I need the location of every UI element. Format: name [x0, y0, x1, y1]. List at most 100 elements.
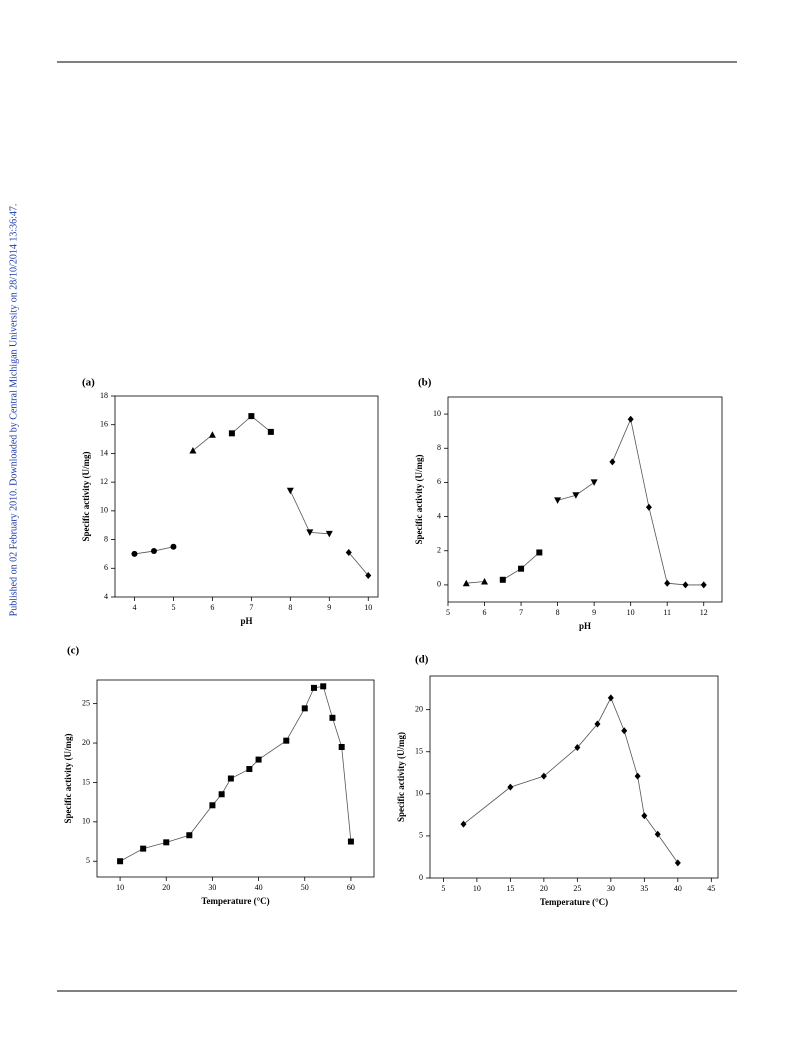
- point: [208, 431, 216, 438]
- plot-frame: [96, 679, 375, 878]
- x-tick-label: 50: [301, 883, 309, 892]
- panel-label: (d): [415, 654, 429, 666]
- x-tick-label: 25: [573, 884, 581, 893]
- y-tick-label: 10: [433, 409, 441, 418]
- y-axis-label: Specific activity (U/mg): [414, 455, 424, 545]
- y-tick-label: 2: [437, 546, 441, 555]
- y-axis-label: Specific activity (U/mg): [63, 734, 73, 824]
- x-tick-label: 5: [171, 603, 175, 612]
- point: [507, 783, 514, 791]
- point: [140, 845, 147, 852]
- x-tick-label: 40: [674, 884, 682, 893]
- point: [329, 714, 336, 721]
- y-tick-label: 4: [437, 511, 441, 520]
- x-tick-label: 11: [663, 608, 671, 617]
- point: [189, 447, 197, 454]
- y-tick-label: 5: [419, 831, 423, 840]
- y-tick-label: 20: [82, 738, 90, 747]
- point: [621, 727, 628, 735]
- y-tick-label: 18: [100, 391, 108, 400]
- y-tick-label: 15: [82, 777, 90, 786]
- x-axis-label: Temperature (°C): [201, 896, 269, 906]
- x-tick-label: 30: [607, 884, 615, 893]
- point: [590, 479, 598, 486]
- x-tick-label: 15: [506, 884, 514, 893]
- point: [163, 839, 170, 846]
- point: [654, 830, 661, 838]
- point: [664, 579, 671, 587]
- point: [267, 428, 274, 435]
- side-note: Published on 02 February 2010. Downloade…: [8, 204, 19, 617]
- point: [682, 581, 689, 589]
- y-tick-label: 5: [86, 856, 90, 865]
- series-line: [612, 417, 704, 586]
- point: [227, 775, 234, 782]
- x-tick-label: 6: [210, 603, 214, 612]
- point: [131, 550, 138, 557]
- point: [320, 683, 327, 690]
- x-tick-label: 12: [700, 608, 708, 617]
- series-line: [289, 490, 330, 535]
- point: [286, 487, 294, 495]
- panel-label: (a): [82, 377, 95, 389]
- plot-frame: [114, 395, 379, 598]
- point: [574, 744, 581, 752]
- x-tick-label: 8: [556, 608, 560, 617]
- x-tick-label: 60: [347, 883, 355, 892]
- point: [209, 802, 216, 809]
- x-axis-label: pH: [579, 621, 591, 631]
- y-tick-label: 16: [100, 420, 108, 429]
- point: [607, 694, 614, 702]
- x-tick-label: 10: [627, 608, 635, 617]
- x-tick-label: 45: [707, 884, 715, 893]
- y-tick-label: 4: [104, 592, 108, 601]
- point: [117, 858, 124, 865]
- x-tick-label: 10: [116, 883, 124, 892]
- point: [594, 720, 601, 728]
- y-tick-label: 14: [100, 448, 108, 457]
- point: [228, 430, 235, 437]
- y-tick-label: 6: [437, 477, 441, 486]
- point: [150, 548, 157, 555]
- x-tick-label: 30: [208, 883, 216, 892]
- point: [627, 415, 634, 423]
- series-line: [466, 581, 485, 584]
- point: [572, 492, 580, 499]
- series-line: [348, 552, 369, 576]
- y-tick-label: 25: [82, 698, 90, 707]
- plot-frame: [429, 675, 719, 879]
- y-tick-label: 12: [100, 477, 108, 486]
- point: [310, 684, 317, 691]
- x-tick-label: 10: [473, 884, 481, 893]
- point: [460, 820, 467, 828]
- x-tick-label: 9: [592, 608, 596, 617]
- point: [345, 548, 352, 556]
- y-axis-label: Specific activity (U/mg): [81, 452, 91, 542]
- y-tick-label: 10: [82, 817, 90, 826]
- point: [306, 529, 314, 536]
- point: [462, 579, 470, 587]
- x-tick-label: 5: [446, 608, 450, 617]
- y-tick-label: 0: [419, 873, 423, 882]
- x-tick-label: 35: [640, 884, 648, 893]
- y-tick-label: 15: [415, 747, 423, 756]
- y-tick-label: 10: [100, 506, 108, 515]
- x-tick-label: 9: [327, 603, 331, 612]
- x-axis-label: Temperature (°C): [540, 897, 608, 907]
- plot-frame: [447, 396, 723, 603]
- panel-label: (c): [67, 645, 80, 657]
- x-axis-label: pH: [240, 616, 252, 626]
- point: [186, 832, 193, 839]
- point: [518, 565, 525, 572]
- point: [700, 581, 707, 589]
- y-tick-label: 6: [104, 563, 108, 572]
- point: [255, 756, 262, 763]
- point: [645, 503, 652, 511]
- x-tick-label: 10: [364, 603, 372, 612]
- x-tick-label: 7: [249, 603, 253, 612]
- point: [301, 705, 308, 712]
- point: [481, 578, 489, 585]
- point: [365, 571, 372, 579]
- x-tick-label: 40: [255, 883, 263, 892]
